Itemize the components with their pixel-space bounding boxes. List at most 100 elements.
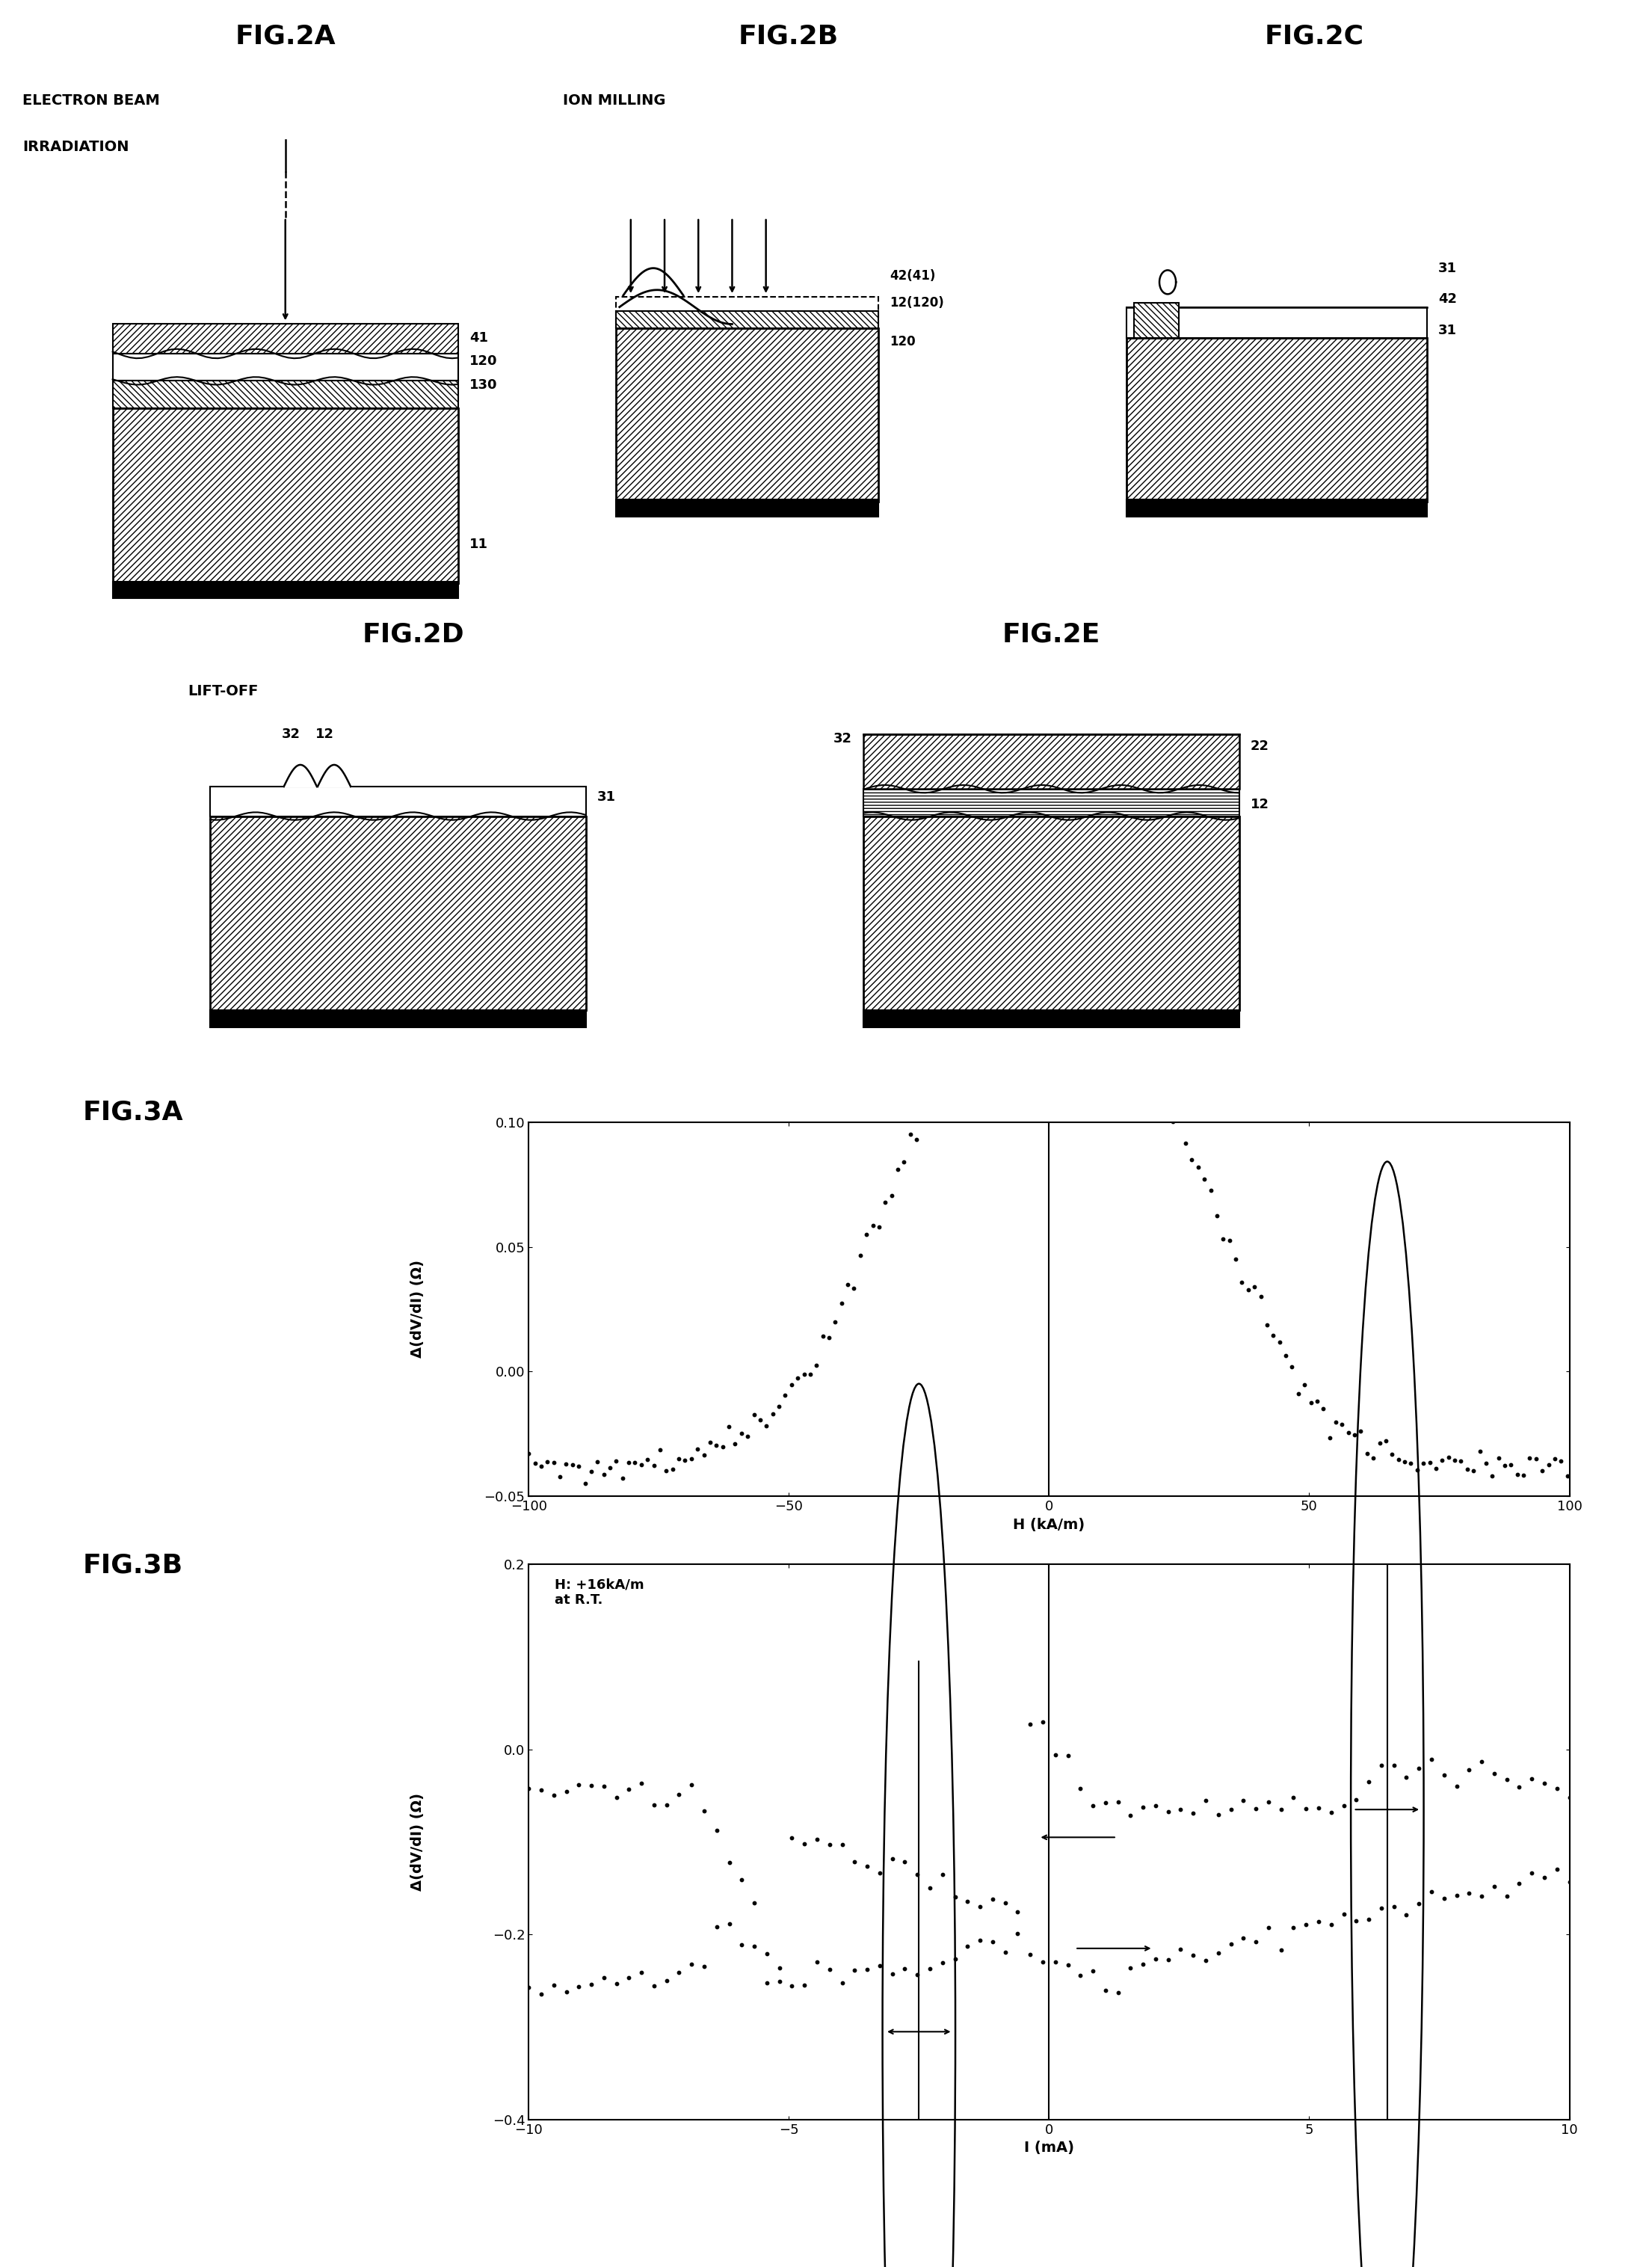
Point: [677, 1440, 704, 1476]
Point: [942, 1941, 968, 1977]
Point: [590, 1455, 616, 1492]
Point: [1097, 1093, 1123, 1129]
Point: [892, 1843, 919, 1879]
Point: [1429, 1442, 1455, 1478]
Point: [1168, 1791, 1194, 1827]
Point: [1398, 1446, 1424, 1483]
Point: [1198, 1172, 1224, 1208]
Point: [1009, 1093, 1036, 1129]
Point: [1204, 1798, 1231, 1834]
Point: [985, 1093, 1011, 1129]
Point: [1168, 1931, 1194, 1968]
Point: [953, 1093, 980, 1129]
Point: [1343, 1902, 1370, 1938]
Point: [1029, 1093, 1056, 1129]
Point: [641, 1449, 667, 1485]
Text: H: +16kA/m
at R.T.: H: +16kA/m at R.T.: [555, 1578, 644, 1607]
Point: [966, 1888, 993, 1925]
Point: [841, 1270, 867, 1306]
Point: [691, 1947, 717, 1984]
Point: [610, 1460, 636, 1496]
Point: [1431, 1757, 1457, 1793]
Point: [1204, 1934, 1231, 1970]
Point: [897, 1115, 923, 1152]
Point: [1105, 1975, 1132, 2011]
Point: [1303, 1383, 1330, 1419]
Point: [679, 1766, 705, 1802]
Point: [1343, 1782, 1370, 1818]
Point: [991, 1934, 1018, 1970]
Point: [1305, 1904, 1332, 1941]
Point: [1267, 1791, 1294, 1827]
Point: [1092, 1784, 1118, 1820]
Point: [1411, 1444, 1437, 1480]
Text: 12: 12: [1251, 798, 1269, 812]
Point: [1455, 1752, 1482, 1789]
Point: [565, 1449, 591, 1485]
Point: [904, 1122, 930, 1158]
Point: [1090, 1093, 1117, 1129]
Point: [1061, 1093, 1087, 1129]
Text: FIG.3A: FIG.3A: [83, 1099, 183, 1124]
Point: [1128, 1093, 1155, 1129]
Point: [1267, 1324, 1294, 1360]
Point: [1310, 1390, 1336, 1426]
Text: 31: 31: [1437, 324, 1457, 338]
Point: [1080, 1954, 1107, 1990]
Point: [1016, 1093, 1042, 1129]
Bar: [1127, 306, 1427, 338]
Point: [697, 1424, 724, 1460]
Point: [829, 1827, 856, 1863]
Point: [515, 1435, 542, 1471]
Point: [679, 1945, 705, 1981]
Point: [1242, 1922, 1269, 1959]
Point: [809, 1317, 836, 1353]
Point: [890, 1145, 917, 1181]
Text: FIG.2A: FIG.2A: [235, 23, 335, 48]
Point: [1348, 1412, 1374, 1449]
Point: [928, 1857, 955, 1893]
Text: 42: 42: [1437, 292, 1457, 306]
Point: [1422, 1451, 1449, 1487]
Point: [1241, 1267, 1267, 1304]
Point: [553, 1446, 580, 1483]
Point: [904, 1857, 930, 1893]
Point: [1117, 1798, 1143, 1834]
Point: [621, 1444, 648, 1480]
Point: [1067, 1771, 1094, 1807]
Point: [628, 1954, 654, 1990]
Point: [1018, 1936, 1044, 1972]
Point: [867, 1854, 894, 1891]
Point: [1143, 1941, 1170, 1977]
Point: [1406, 1886, 1432, 1922]
Text: FIG.2E: FIG.2E: [1003, 621, 1100, 646]
Point: [1054, 1093, 1080, 1129]
Point: [560, 1446, 586, 1483]
Bar: [616, 311, 879, 329]
Point: [1330, 1895, 1356, 1931]
Text: LIFT-OFF: LIFT-OFF: [188, 685, 258, 698]
Point: [1209, 1220, 1236, 1256]
Point: [816, 1952, 843, 1988]
Point: [1018, 1705, 1044, 1741]
Point: [847, 1238, 874, 1274]
Point: [1444, 1768, 1470, 1805]
Point: [1472, 1444, 1498, 1480]
Point: [771, 1378, 798, 1415]
Point: [960, 1093, 986, 1129]
Point: [854, 1952, 881, 1988]
Point: [1142, 1093, 1168, 1129]
Point: [628, 1446, 654, 1483]
Point: [603, 1442, 629, 1478]
Point: [1455, 1875, 1482, 1911]
Point: [778, 1968, 805, 2004]
X-axis label: I (mA): I (mA): [1024, 2140, 1074, 2156]
Point: [547, 1460, 573, 1496]
Point: [1267, 1931, 1294, 1968]
Point: [816, 1319, 843, 1356]
Text: 41: 41: [469, 331, 487, 345]
Point: [1216, 1222, 1242, 1258]
Point: [1518, 1761, 1545, 1798]
Point: [1041, 1093, 1067, 1129]
Point: [928, 1945, 955, 1981]
